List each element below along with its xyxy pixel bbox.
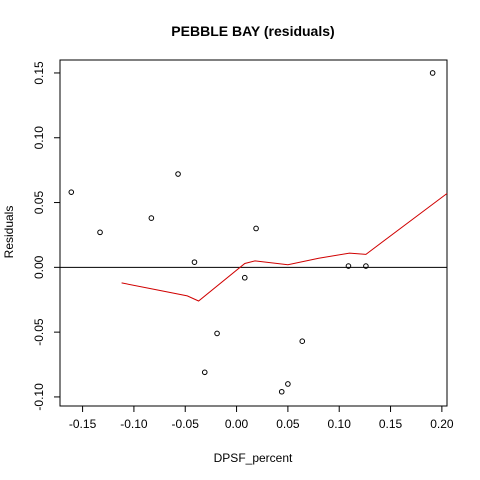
data-point: [148, 215, 155, 221]
data-point: [278, 388, 285, 395]
chart-title: PEBBLE BAY (residuals): [171, 23, 334, 39]
data-point: [253, 225, 259, 232]
plot-frame: [59, 59, 448, 407]
y-tick-label: 0.10: [32, 126, 46, 150]
data-point: [68, 189, 75, 195]
data-point: [299, 338, 306, 345]
data-point: [201, 369, 208, 376]
data-point: [429, 70, 436, 76]
data-point: [363, 263, 369, 269]
data-point: [175, 171, 181, 177]
y-tick-label: -0.05: [32, 318, 46, 346]
data-point: [191, 259, 198, 265]
y-tick-label: 0.05: [32, 191, 46, 215]
x-tick-label: 0.00: [225, 417, 249, 431]
y-tick-label: 0.15: [32, 61, 46, 85]
data-point: [241, 274, 248, 281]
x-tick-label: -0.10: [120, 417, 148, 431]
y-axis-label: Residuals: [2, 206, 16, 259]
x-tick-label: -0.15: [69, 417, 97, 431]
y-axis: -0.10 -0.05 0.00 0.05 0.10 0.15: [32, 61, 61, 411]
x-axis: -0.15 -0.10 -0.05 0.00 0.05 0.10 0.15 0.20: [69, 405, 454, 431]
x-tick-label: 0.10: [328, 417, 352, 431]
y-tick-label: -0.10: [32, 383, 46, 411]
data-point: [214, 330, 220, 337]
smooth-line-layer: [121, 193, 448, 302]
x-tick-label: 0.05: [276, 417, 300, 431]
x-tick-label: 0.15: [379, 417, 403, 431]
x-axis-label: DPSF_percent: [214, 451, 293, 465]
smooth-line: [121, 193, 448, 302]
points-layer: [68, 70, 436, 395]
x-tick-label: -0.05: [172, 417, 200, 431]
data-point: [97, 229, 103, 236]
data-point: [285, 381, 291, 387]
y-tick-label: 0.00: [32, 255, 46, 279]
x-tick-label: 0.20: [430, 417, 454, 431]
data-point: [345, 263, 352, 269]
